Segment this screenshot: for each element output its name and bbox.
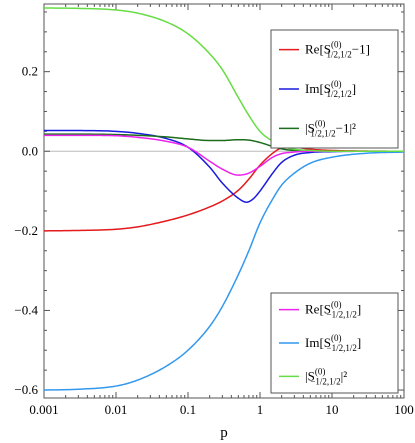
y-tick-label: −0.6 xyxy=(14,382,38,397)
x-tick-label: 1 xyxy=(257,402,264,417)
x-tick-label: 0.01 xyxy=(105,402,128,417)
legend-label: Re[S(0) −1/2,1/2] xyxy=(305,300,361,320)
y-tick-label: −0.2 xyxy=(14,223,38,238)
legend-label: |S(0) 1/2,1/2−1|² xyxy=(305,118,356,138)
legend-label: Im[S(0) −1/2,1/2] xyxy=(305,333,361,353)
x-tick-label: 0.001 xyxy=(29,402,58,417)
legends: Re[S(0) 1/2,1/2−1] Im[S(0) 1/2,1/2] |S(0) 1/2… xyxy=(270,29,399,394)
series-lines xyxy=(43,7,405,391)
legend-label: Im[S(0) 1/2,1/2] xyxy=(305,79,356,99)
legend-label: |S(0) −1/2,1/2|² xyxy=(305,366,347,386)
y-tick-label: −0.4 xyxy=(14,302,38,317)
x-tick-label: 10 xyxy=(326,402,339,417)
y-tick-label: 0.2 xyxy=(22,64,38,79)
legend-label: Re[S(0) 1/2,1/2−1] xyxy=(305,40,370,60)
x-tick-label: 0.1 xyxy=(180,402,196,417)
series-line-1 xyxy=(44,129,404,203)
legend-top-right: Re[S(0) 1/2,1/2−1] Im[S(0) 1/2,1/2] |S(0) 1/2… xyxy=(270,29,399,149)
x-axis-title: p xyxy=(220,425,228,441)
legend-bottom-right: Re[S(0) −1/2,1/2] Im[S(0) −1/2,1/2] |S(0) −1/… xyxy=(270,292,399,394)
x-tick-label: 100 xyxy=(394,402,414,417)
plot-frame xyxy=(43,3,405,399)
series-line-5 xyxy=(43,7,404,152)
series-line-4 xyxy=(43,151,405,391)
y-tick-label: 0.0 xyxy=(22,143,38,158)
axis-tick-labels: 0.001 0.01 0.1 1 10 100 0.2 0.0 −0.2 −0.4 −0.6 xyxy=(14,64,413,417)
series-line-0 xyxy=(43,146,405,232)
